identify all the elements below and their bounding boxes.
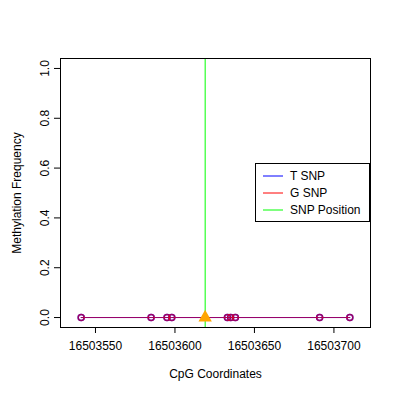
svg-text:16503700: 16503700 xyxy=(307,339,361,353)
svg-text:CpG Coordinates: CpG Coordinates xyxy=(169,367,262,381)
svg-text:16503650: 16503650 xyxy=(228,339,282,353)
svg-text:0.6: 0.6 xyxy=(38,159,52,176)
svg-text:0.0: 0.0 xyxy=(38,309,52,326)
svg-text:0.4: 0.4 xyxy=(38,209,52,226)
svg-text:16503600: 16503600 xyxy=(148,339,202,353)
html-text:T SNP: T SNP xyxy=(290,168,326,183)
svg-text:0.8: 0.8 xyxy=(38,110,52,127)
svg-text:0.2: 0.2 xyxy=(38,259,52,276)
html-text:G SNP: G SNP xyxy=(290,185,328,200)
svg-text:Methylation Frequency: Methylation Frequency xyxy=(10,132,24,253)
svg-text:1.0: 1.0 xyxy=(38,60,52,77)
svg-text:16503550: 16503550 xyxy=(69,339,123,353)
html-text:SNP Position: SNP Position xyxy=(290,202,361,217)
